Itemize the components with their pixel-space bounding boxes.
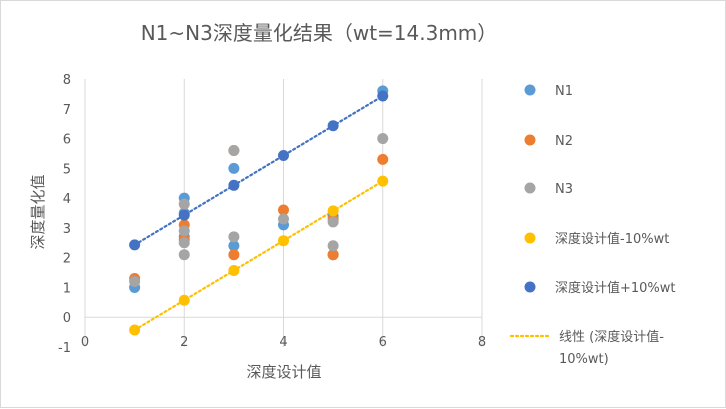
point-series-3 [228, 231, 240, 243]
x-tick-label: 8 [478, 335, 486, 350]
x-tick-label: 6 [379, 335, 387, 350]
axes: 0 2 4 6 8 -1 0 1 2 3 4 5 6 7 8 [58, 73, 486, 356]
legend-marker [524, 84, 536, 96]
legend-label: 深度设计值+10%wt [555, 280, 676, 296]
point-series-4 [228, 264, 240, 276]
trendline [133, 180, 384, 332]
legend: N1 N2 N3 深度设计值-10%wt 深度设计值+10%wt 线性 (深度设计值- 10… [509, 84, 676, 367]
point-series-3 [178, 249, 190, 261]
point-series-4 [278, 235, 289, 247]
point-series-3 [178, 225, 190, 237]
point-series-3 [327, 240, 339, 252]
point-series-3 [178, 198, 190, 210]
point-series-4 [327, 205, 339, 217]
point-series-3 [327, 216, 339, 228]
point-series-1 [228, 240, 240, 252]
y-tick-label: 1 [63, 281, 71, 296]
point-series-4 [178, 294, 190, 306]
y-tick-label: -1 [58, 341, 71, 356]
point-series-2 [278, 204, 289, 216]
chart-title: N1~N3深度量化结果（wt=14.3mm） [141, 21, 498, 45]
point-series-3 [377, 133, 389, 145]
point-series-3 [129, 275, 141, 287]
data-points [129, 85, 389, 336]
legend-label: 深度设计值-10%wt [555, 231, 669, 247]
trendlines [133, 94, 384, 332]
point-series-5 [327, 120, 339, 132]
x-tick-label: 0 [81, 335, 89, 350]
y-tick-label: 8 [63, 73, 71, 88]
point-series-5 [178, 209, 190, 221]
y-tick-label: 0 [63, 311, 71, 326]
point-series-5 [129, 239, 141, 251]
y-tick-label: 4 [63, 192, 71, 207]
x-tick-label: 4 [279, 335, 287, 350]
x-axis-title: 深度设计值 [246, 363, 321, 381]
legend-label: N2 [555, 134, 573, 149]
point-series-3 [278, 213, 289, 225]
y-tick-label: 2 [63, 252, 71, 267]
point-series-2 [228, 249, 240, 261]
point-series-4 [377, 175, 389, 187]
point-series-3 [228, 144, 240, 156]
legend-marker [524, 182, 536, 194]
y-tick-label: 5 [63, 162, 71, 177]
y-axis-title: 深度量化值 [29, 174, 47, 249]
y-tick-label: 7 [63, 103, 71, 118]
point-series-2 [327, 249, 339, 261]
point-series-3 [178, 237, 190, 249]
trendline [133, 94, 384, 246]
legend-trend-label: 线性 (深度设计值- [559, 329, 664, 345]
point-series-1 [228, 162, 240, 174]
point-series-4 [129, 324, 141, 336]
point-series-5 [228, 179, 240, 191]
y-tick-label: 3 [63, 222, 71, 237]
point-series-5 [377, 90, 389, 102]
x-tick-label: 2 [180, 335, 188, 350]
legend-marker [524, 281, 536, 293]
legend-label: N3 [555, 182, 573, 197]
legend-marker [524, 232, 536, 244]
legend-label: N1 [555, 84, 573, 99]
legend-marker [524, 134, 536, 146]
point-series-5 [278, 150, 289, 162]
point-series-2 [377, 153, 389, 165]
y-tick-label: 6 [63, 133, 71, 148]
legend-trend-label-cont: 10%wt) [559, 352, 609, 367]
